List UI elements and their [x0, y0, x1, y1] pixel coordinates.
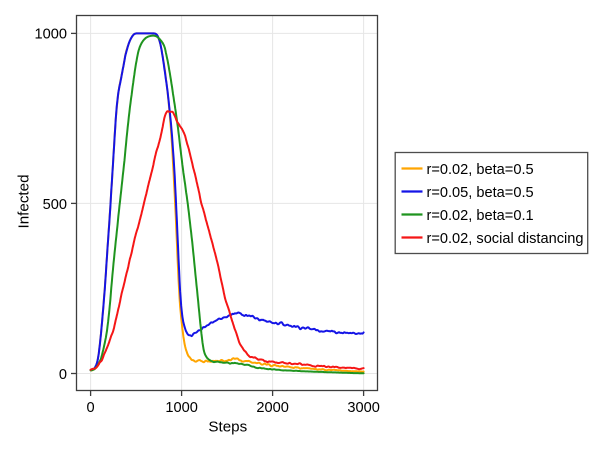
svg-text:r=0.02, beta=0.5: r=0.02, beta=0.5 — [427, 162, 534, 178]
svg-text:1000: 1000 — [35, 27, 67, 43]
svg-text:0: 0 — [87, 400, 95, 416]
svg-text:500: 500 — [43, 197, 67, 213]
svg-text:1000: 1000 — [165, 400, 197, 416]
svg-text:Infected: Infected — [16, 174, 33, 228]
svg-text:3000: 3000 — [347, 400, 379, 416]
svg-text:r=0.02, social distancing: r=0.02, social distancing — [427, 231, 584, 247]
svg-text:r=0.02, beta=0.1: r=0.02, beta=0.1 — [427, 208, 534, 224]
svg-text:r=0.05, beta=0.5: r=0.05, beta=0.5 — [427, 185, 534, 201]
svg-text:Steps: Steps — [208, 419, 247, 436]
svg-text:2000: 2000 — [256, 400, 288, 416]
svg-text:0: 0 — [59, 367, 67, 383]
